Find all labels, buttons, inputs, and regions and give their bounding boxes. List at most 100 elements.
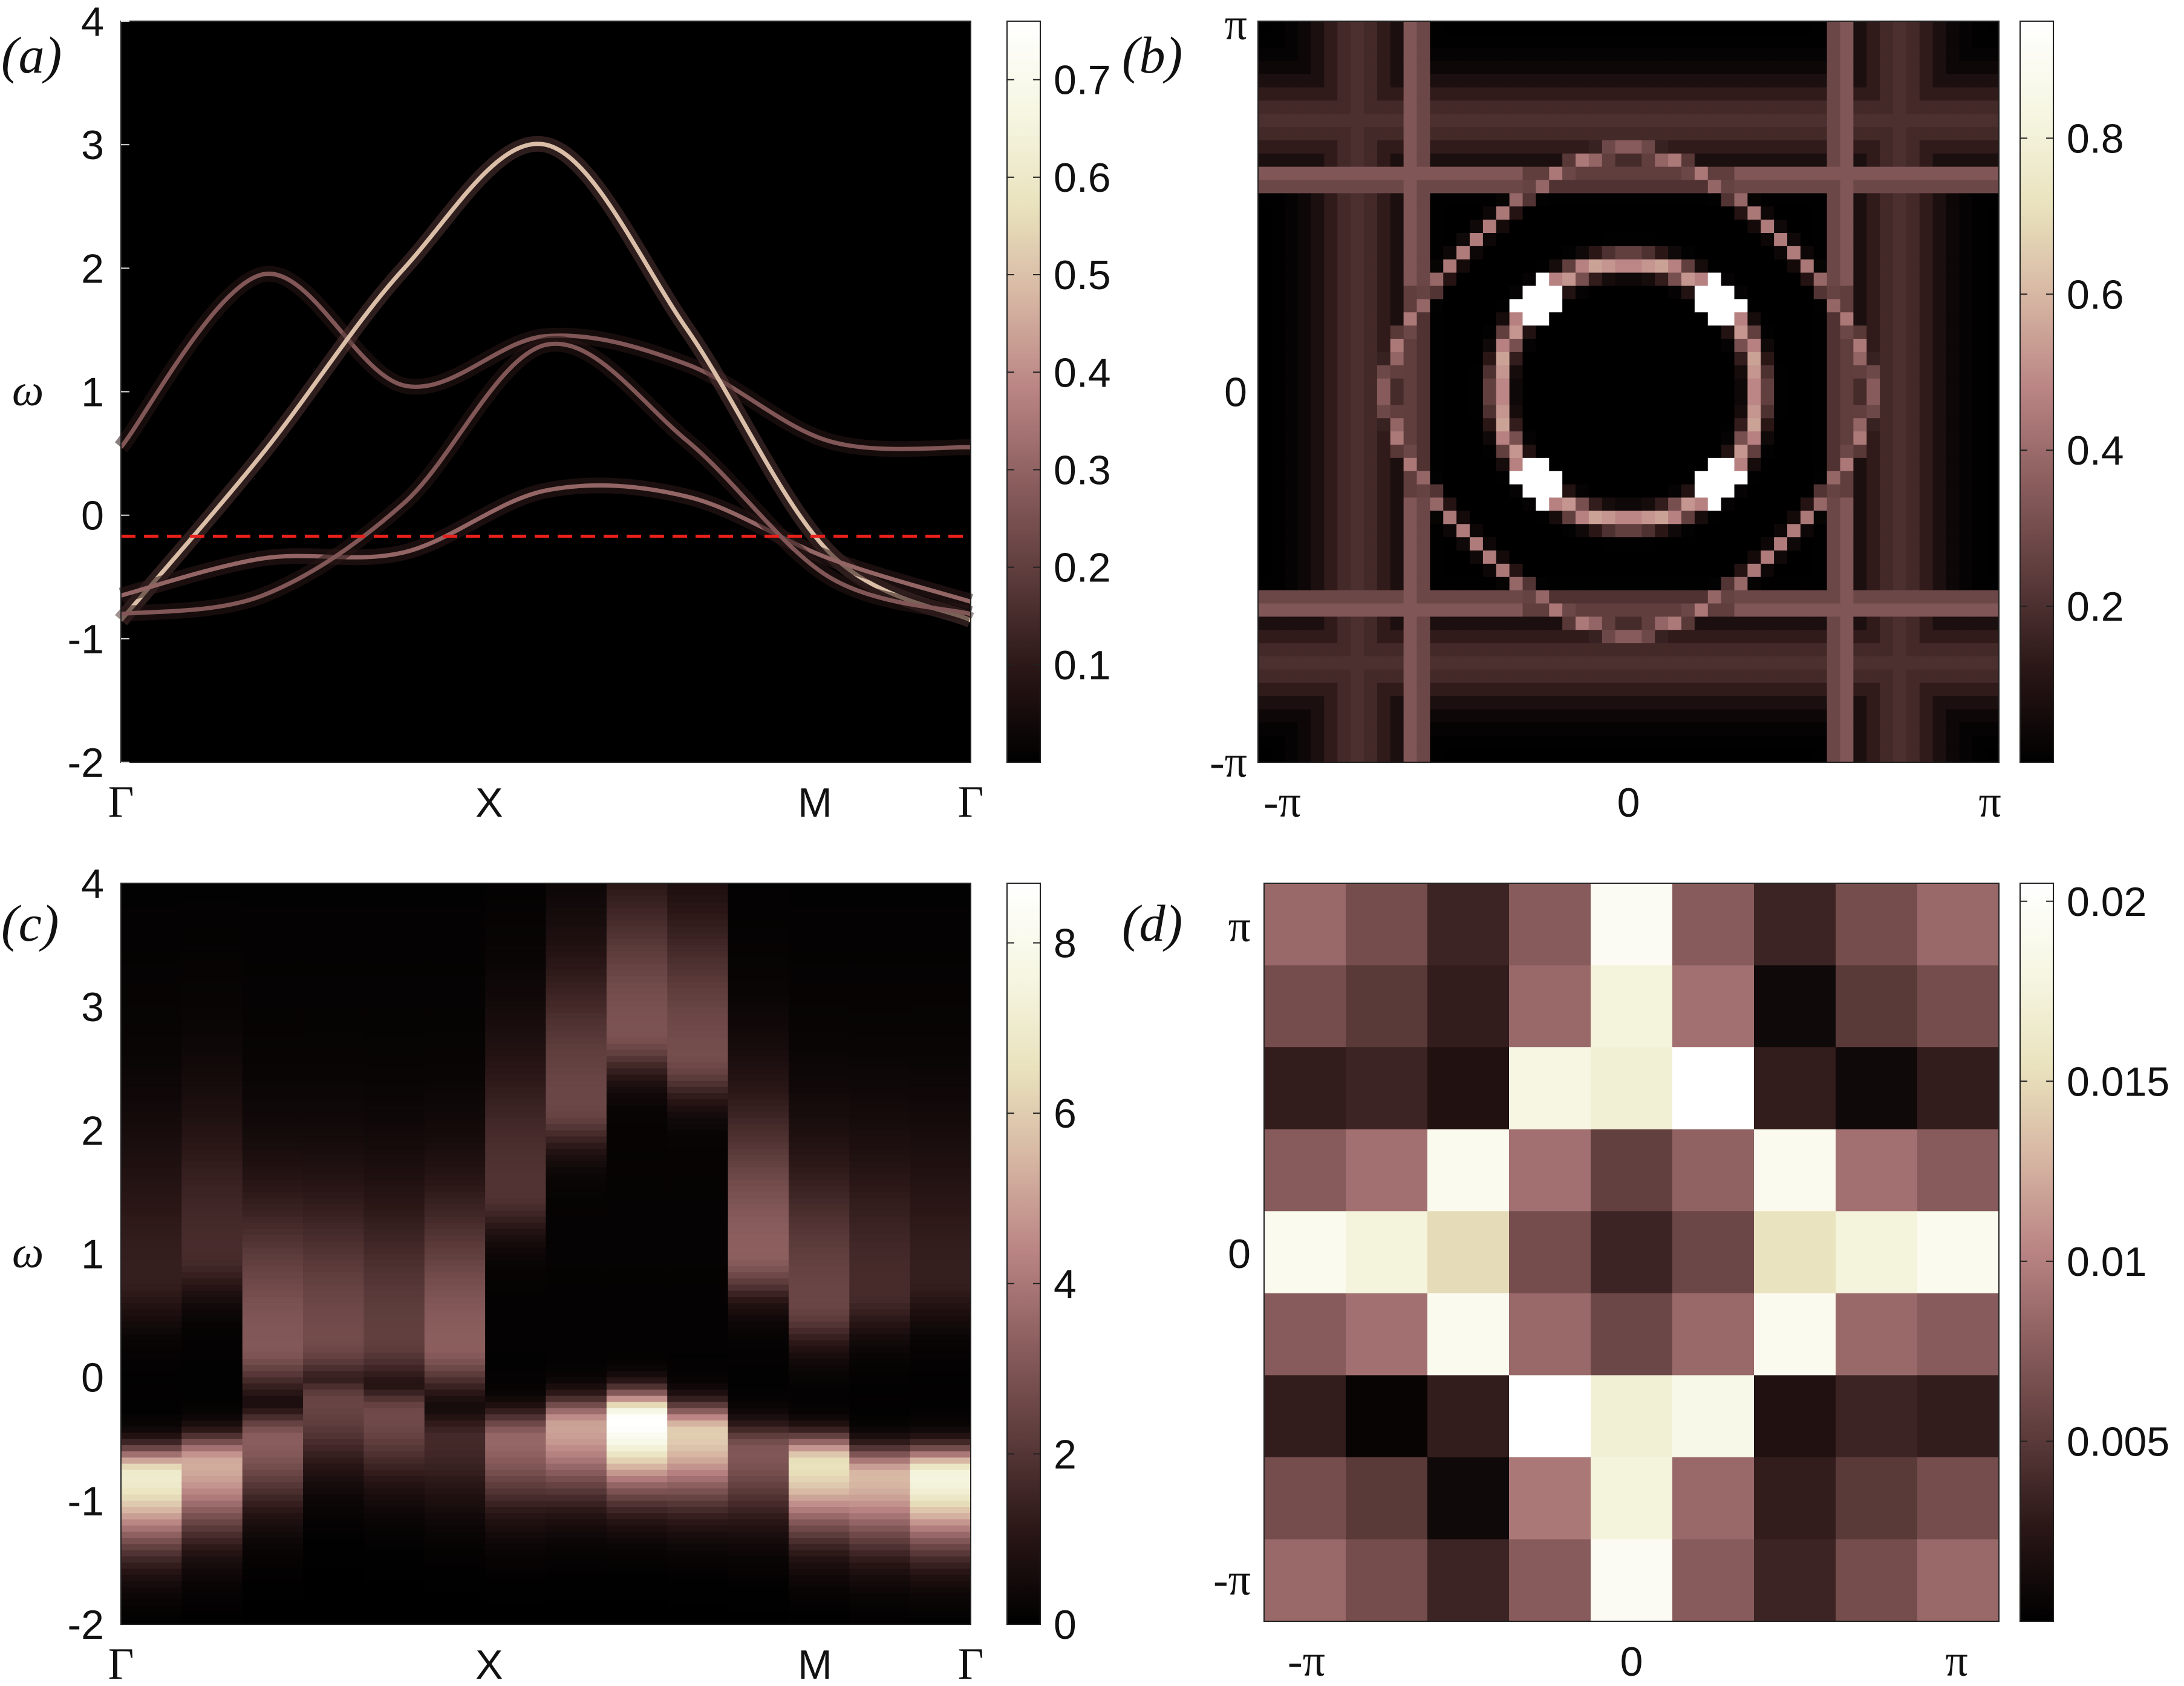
fs-cell (1311, 193, 1325, 207)
fs-cell (1588, 87, 1603, 101)
fs-cell (1351, 286, 1364, 299)
fs-cell (1972, 272, 1986, 287)
fs-cell (1297, 299, 1312, 313)
fs-cell (1694, 34, 1709, 48)
fs-cell (1827, 577, 1841, 591)
colorbar-tick-label: 0.1 (1054, 642, 1111, 688)
spectral-cell (728, 1569, 789, 1575)
spectral-cell (303, 1198, 365, 1205)
fs-cell (1880, 21, 1894, 35)
fs-cell (1893, 537, 1907, 551)
fs-cell (1641, 299, 1655, 313)
spectral-cell (849, 1599, 911, 1606)
spectral-cell (667, 1612, 729, 1619)
spectral-cell (910, 1612, 971, 1619)
spectral-cell (910, 1606, 971, 1613)
fs-cell (1827, 34, 1841, 48)
fs-cell (1986, 299, 2000, 313)
spectral-cell (910, 957, 971, 964)
spectral-cell (728, 1117, 789, 1125)
spectral-cell (424, 1031, 486, 1038)
fs-cell (1972, 643, 1986, 657)
spectral-cell (546, 914, 607, 921)
fs-cell (1416, 100, 1430, 114)
spectral-cell (910, 1284, 971, 1292)
spectral-cell (606, 1550, 668, 1557)
fs-cell (1324, 166, 1338, 181)
spectral-cell (121, 1488, 182, 1495)
fs-cell (1774, 286, 1788, 299)
fs-cell (1959, 365, 1973, 379)
fs-cell (1986, 34, 2000, 48)
spectral-cell (181, 914, 243, 921)
spectral-cell (303, 1278, 365, 1286)
fs-cell (1602, 471, 1616, 485)
fs-cell (1972, 405, 1986, 419)
fs-cell (1959, 551, 1973, 564)
spectral-cell (667, 1562, 729, 1569)
spectral-cell (546, 1328, 607, 1335)
spectral-cell (181, 1235, 243, 1242)
fs-cell (1456, 511, 1470, 524)
spectral-cell (485, 1192, 547, 1199)
fs-cell (1813, 378, 1828, 393)
fs-cell (1972, 127, 1986, 141)
fs-cell (1297, 577, 1312, 591)
band-line-0 (119, 271, 971, 451)
fs-cell (1297, 206, 1312, 220)
spectral-cell (424, 1025, 486, 1032)
fs-cell (1377, 339, 1391, 353)
fs-cell (1628, 74, 1642, 88)
fs-cell (1906, 524, 1920, 538)
spectral-cell (788, 1211, 850, 1217)
spectral-cell (303, 1531, 365, 1538)
fs-cell (1694, 87, 1709, 101)
fs-cell (1403, 749, 1418, 763)
fs-cell (1787, 484, 1801, 498)
fs-cell (1668, 457, 1682, 472)
fs-cell (1959, 233, 1973, 247)
fs-cell (1351, 471, 1364, 485)
fs-cell (1813, 114, 1828, 128)
fs-cell (1853, 180, 1867, 194)
fs-cell (1880, 563, 1894, 578)
fs-cell (1549, 74, 1563, 88)
spectral-cell (363, 1037, 425, 1045)
fs-cell (1311, 445, 1325, 459)
fs-cell (1721, 180, 1735, 194)
fs-cell (1416, 246, 1430, 260)
fs-cell (1707, 563, 1722, 578)
fs-cell (1893, 643, 1907, 657)
fs-cell (1946, 351, 1960, 366)
spectral-cell (910, 1290, 971, 1298)
spectral-cell (424, 1569, 486, 1575)
fs-cell (1813, 100, 1828, 114)
fs-cell (1390, 563, 1404, 578)
spectral-cell (910, 1031, 971, 1038)
fs-cell (1588, 577, 1603, 591)
fs-cell (1628, 100, 1642, 114)
fs-cell (1509, 736, 1524, 750)
fs-cell (1588, 193, 1603, 207)
spectral-cell (728, 1593, 789, 1600)
fs-cell (1681, 87, 1695, 101)
fs-cell (1443, 603, 1457, 617)
fs-cell (1694, 457, 1709, 472)
spectral-cell (606, 976, 668, 982)
fs-cell (1351, 339, 1364, 353)
spectral-cell (485, 1148, 547, 1155)
fs-cell (1641, 100, 1655, 114)
fs-cell (1351, 616, 1364, 630)
spectral-cell (181, 1377, 243, 1384)
fs-cell (1284, 180, 1299, 194)
fs-cell (1258, 365, 1272, 379)
fs-cell (1337, 153, 1351, 168)
fs-cell (1747, 696, 1761, 710)
fs-cell (1840, 286, 1854, 299)
grid-cell (1754, 1047, 1836, 1130)
fs-cell (1403, 47, 1418, 62)
spectral-cell (424, 1198, 486, 1205)
y-tick-label: -π (1210, 737, 1247, 787)
fs-cell (1681, 100, 1695, 114)
fs-cell (1324, 193, 1338, 207)
